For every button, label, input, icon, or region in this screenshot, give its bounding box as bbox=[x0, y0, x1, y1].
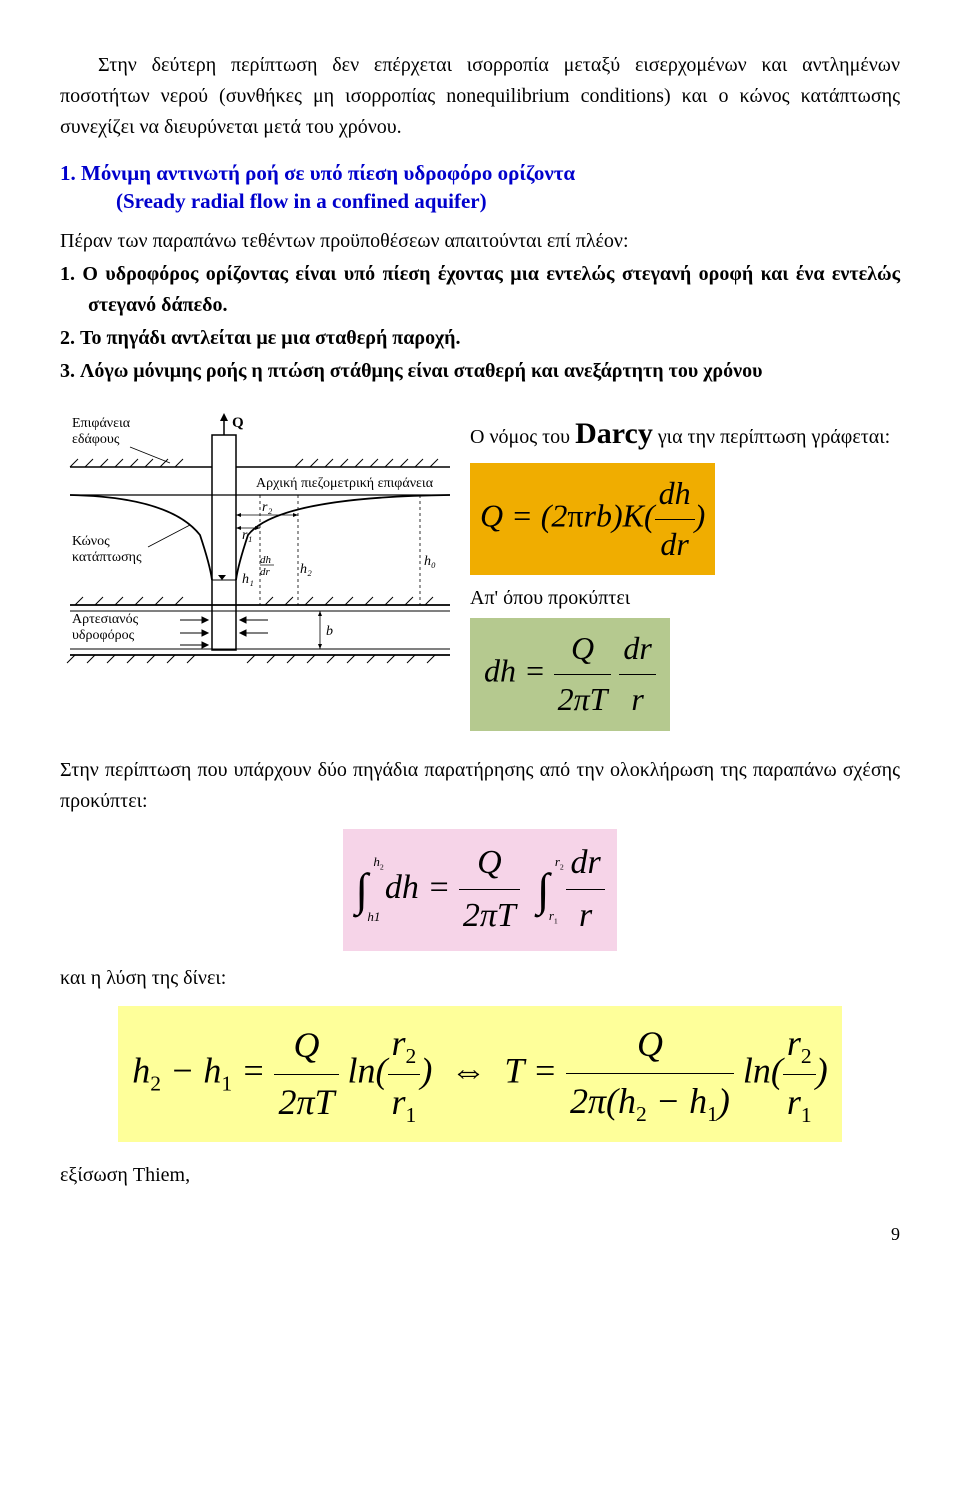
section-number: 1. bbox=[60, 161, 76, 185]
svg-text:υδροφόρος: υδροφόρος bbox=[72, 628, 135, 643]
section-title-line2: (Sready radial flow in a confined aquife… bbox=[116, 189, 487, 213]
label-r2: r₂ bbox=[262, 500, 272, 515]
thiem-equation: h2 − h1 = Q2πT ln(r2r1) ⇔ T = Q2π(h2 − h… bbox=[118, 1006, 841, 1142]
derive-text: Απ' όπου προκύπτει bbox=[470, 583, 900, 614]
svg-text:κατάπτωσης: κατάπτωσης bbox=[72, 550, 142, 565]
equation-dh: dh = Q2πT drr bbox=[470, 618, 670, 730]
integral-equation-block: ∫h2h1 dh = Q2πT ∫r2r1 drr bbox=[60, 819, 900, 955]
list-item: 3. Λόγω μόνιμης ροής η πτώση στάθμης είν… bbox=[60, 356, 900, 387]
lead-line: Πέραν των παραπάνω τεθέντων προϋποθέσεων… bbox=[60, 226, 900, 257]
svg-text:dr: dr bbox=[260, 566, 271, 578]
thiem-label: εξίσωση Thiem, bbox=[60, 1160, 900, 1191]
label-cone: Κώνος bbox=[72, 534, 110, 549]
section-title-line1: Μόνιμη αντινωτή ροή σε υπό πίεση υδροφόρ… bbox=[81, 161, 575, 185]
list-item: 2. Το πηγάδι αντλείται με μια σταθερή πα… bbox=[60, 323, 900, 354]
label-piezo: Αρχική πιεζομετρική επιφάνεια bbox=[256, 476, 434, 491]
equation-darcy: Q = (2πrb)K(dhdr) bbox=[470, 463, 715, 575]
section-heading: 1. Μόνιμη αντινωτή ροή σε υπό πίεση υδρο… bbox=[88, 159, 900, 216]
label-b: b bbox=[326, 624, 333, 639]
solution-line: και η λύση της δίνει: bbox=[60, 963, 900, 994]
svg-text:εδάφους: εδάφους bbox=[72, 432, 120, 447]
page-number: 9 bbox=[60, 1221, 900, 1249]
label-h2: h₂ bbox=[300, 562, 312, 577]
label-ground-surface: Επιφάνεια bbox=[72, 416, 131, 431]
label-r1: r₁ bbox=[242, 528, 252, 543]
intro-paragraph: Στην δεύτερη περίπτωση δεν επέρχεται ισο… bbox=[60, 50, 900, 143]
label-dhdr: dh bbox=[260, 554, 272, 566]
assumption-list: 1. Ο υδροφόρος ορίζοντας είναι υπό πίεση… bbox=[60, 259, 900, 387]
two-wells-para: Στην περίπτωση που υπάρχουν δύο πηγάδια … bbox=[60, 755, 900, 817]
label-artesian: Αρτεσιανός bbox=[72, 612, 139, 627]
darcy-text: Ο νόμος του Darcy για την περίπτωση γράφ… bbox=[470, 411, 900, 458]
darcy-name: Darcy bbox=[575, 417, 653, 450]
label-h1: h₁ bbox=[242, 572, 254, 587]
list-item: 1. Ο υδροφόρος ορίζοντας είναι υπό πίεση… bbox=[60, 259, 900, 321]
aquifer-diagram: Επιφάνεια εδάφους Q Αρχική πιεζομετρική … bbox=[60, 405, 460, 695]
label-h0: h₀ bbox=[424, 554, 436, 569]
label-q: Q bbox=[232, 415, 244, 431]
